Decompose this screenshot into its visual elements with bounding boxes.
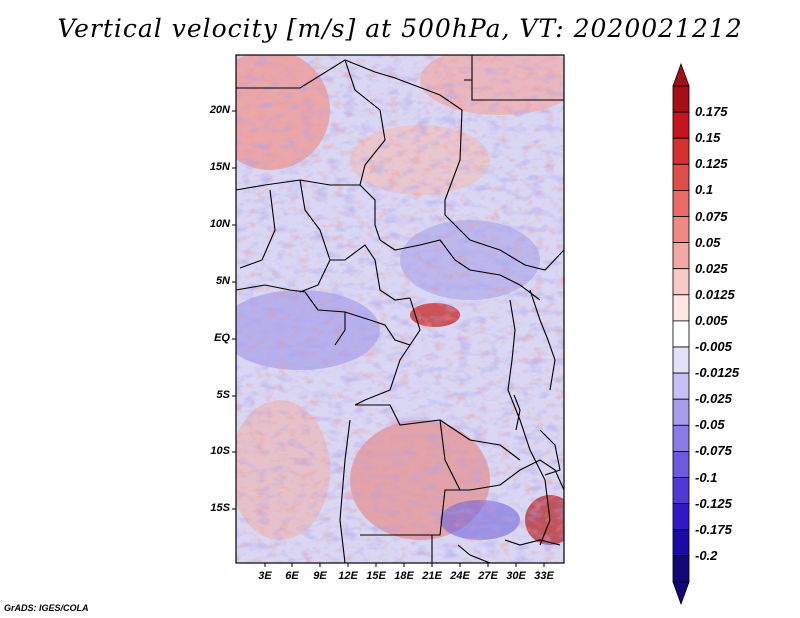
colorbar-top-arrow — [672, 62, 690, 87]
colorbar-tick-label: -0.2 — [695, 547, 718, 563]
colorbar-segment — [672, 398, 690, 426]
colorbar-tick-label: -0.125 — [695, 495, 732, 511]
colorbar-tick-label: -0.075 — [695, 443, 732, 459]
lon-label: 24E — [450, 570, 470, 582]
colorbar-tick-label: 0.1 — [695, 182, 714, 198]
colorbar-segment — [672, 163, 690, 191]
colorbar-segment — [672, 424, 690, 452]
colorbar-tick-label: -0.0125 — [695, 365, 740, 381]
colorbar-segment — [672, 529, 690, 557]
lat-label: EQ — [214, 332, 230, 344]
colorbar-segment — [672, 242, 690, 270]
colorbar-segment — [672, 85, 690, 113]
colorbar-segment — [672, 450, 690, 478]
colorbar-tick-label: -0.1 — [695, 469, 718, 485]
lat-label: 10S — [210, 445, 230, 457]
lat-label: 5N — [215, 275, 230, 287]
colorbar-tick-label: 0.025 — [695, 260, 728, 276]
colorbar-segment — [672, 268, 690, 296]
colorbar-segment — [672, 372, 690, 400]
colorbar-tick-label: 0.075 — [695, 208, 728, 224]
colorbar-segment — [672, 137, 690, 165]
colorbar-tick-label: 0.125 — [695, 156, 728, 172]
credit-text: GrADS: IGES/COLA — [4, 603, 89, 613]
colorbar-segment — [672, 111, 690, 139]
lat-label: 20N — [209, 104, 230, 116]
lon-label: 9E — [313, 570, 327, 582]
colorbar-tick-label: 0.175 — [695, 104, 728, 120]
colorbar-segment — [672, 216, 690, 244]
lon-label: 6E — [285, 570, 299, 582]
vertical-velocity-field — [236, 55, 564, 563]
colorbar-segment — [672, 189, 690, 217]
colorbar-segment — [672, 294, 690, 322]
colorbar-segment — [672, 503, 690, 531]
lon-label: 18E — [394, 570, 414, 582]
colorbar-tick-label: 0.05 — [695, 234, 721, 250]
colorbar-segment — [672, 555, 690, 583]
colorbar-tick-label: 0.15 — [695, 130, 721, 146]
lon-label: 3E — [258, 570, 272, 582]
colorbar — [672, 62, 690, 606]
colorbar-bottom-arrow — [672, 581, 690, 606]
colorbar-segment — [672, 320, 690, 348]
colorbar-segment — [672, 477, 690, 505]
axis-ticks — [232, 110, 545, 567]
colorbar-tick-label: 0.0125 — [695, 286, 735, 302]
lon-label: 30E — [506, 570, 526, 582]
colorbar-tick-label: 0.005 — [695, 312, 728, 328]
colorbar-tick-label: -0.025 — [695, 391, 732, 407]
colorbar-tick-label: -0.175 — [695, 521, 732, 537]
lon-label: 21E — [422, 570, 442, 582]
colorbar-tick-label: -0.005 — [695, 339, 732, 354]
lat-label: 10N — [209, 218, 230, 230]
lat-label: 15N — [209, 161, 230, 173]
plot-title: Vertical velocity [m/s] at 500hPa, VT: 2… — [57, 14, 743, 43]
lon-label: 12E — [338, 570, 358, 582]
lon-label: 33E — [534, 570, 554, 582]
country-borders — [236, 55, 564, 563]
lon-label: 15E — [366, 570, 386, 582]
colorbar-segment — [672, 346, 690, 374]
lat-label: 5S — [216, 389, 230, 401]
lat-label: 15S — [210, 502, 230, 514]
colorbar-tick-label: -0.05 — [695, 417, 725, 433]
map-frame — [235, 54, 565, 564]
lon-label: 27E — [478, 570, 498, 582]
